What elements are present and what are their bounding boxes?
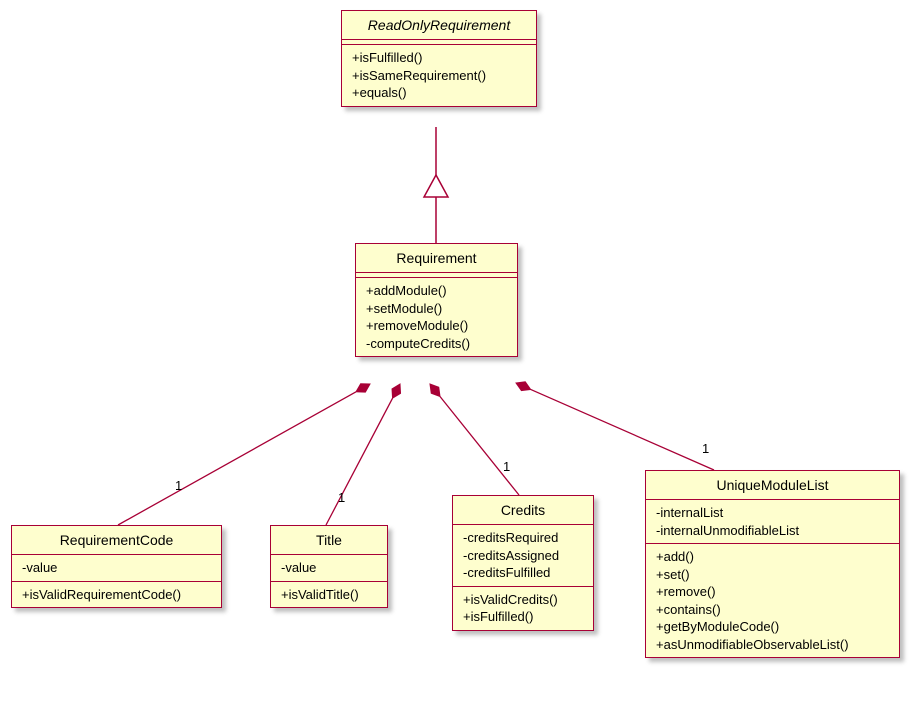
class-section: +addModule()+setModule()+removeModule()-… bbox=[356, 278, 517, 356]
class-section: -internalList-internalUnmodifiableList bbox=[646, 500, 899, 544]
class-member: +set() bbox=[656, 566, 889, 584]
class-member: +isValidTitle() bbox=[281, 586, 377, 604]
class-member: +remove() bbox=[656, 583, 889, 601]
class-name: Credits bbox=[453, 496, 593, 525]
class-section: +isValidTitle() bbox=[271, 582, 387, 608]
multiplicity-label: 1 bbox=[338, 490, 345, 505]
class-requirement: Requirement +addModule()+setModule()+remo… bbox=[355, 243, 518, 357]
class-member: +isFulfilled() bbox=[463, 608, 583, 626]
class-name: UniqueModuleList bbox=[646, 471, 899, 500]
class-member: +removeModule() bbox=[366, 317, 507, 335]
class-member: +isSameRequirement() bbox=[352, 67, 526, 85]
class-section: -value bbox=[271, 555, 387, 582]
class-member: -value bbox=[22, 559, 211, 577]
multiplicity-label: 1 bbox=[175, 478, 182, 493]
class-member: +equals() bbox=[352, 84, 526, 102]
class-credits: Credits-creditsRequired-creditsAssigned-… bbox=[452, 495, 594, 631]
class-member: +isValidRequirementCode() bbox=[22, 586, 211, 604]
class-requirementCode: RequirementCode -value +isValidRequirement… bbox=[11, 525, 222, 608]
class-member: -creditsAssigned bbox=[463, 547, 583, 565]
class-member: +add() bbox=[656, 548, 889, 566]
class-member: -creditsRequired bbox=[463, 529, 583, 547]
class-member: +isValidCredits() bbox=[463, 591, 583, 609]
class-title: Title -value +isValidTitle() bbox=[270, 525, 388, 608]
class-section: +add()+set()+remove()+contains()+getByMo… bbox=[646, 544, 899, 657]
class-readOnlyRequirement: ReadOnlyRequirement +isFulfilled()+isSame… bbox=[341, 10, 537, 107]
class-name: ReadOnlyRequirement bbox=[342, 11, 536, 40]
class-member: +getByModuleCode() bbox=[656, 618, 889, 636]
class-name: RequirementCode bbox=[12, 526, 221, 555]
class-member: +setModule() bbox=[366, 300, 507, 318]
class-uniqueModuleList: UniqueModuleList-internalList-internalUn… bbox=[645, 470, 900, 658]
class-section: -creditsRequired-creditsAssigned-credits… bbox=[453, 525, 593, 587]
class-section: +isValidCredits()+isFulfilled() bbox=[453, 587, 593, 630]
class-member: -internalUnmodifiableList bbox=[656, 522, 889, 540]
class-member: -value bbox=[281, 559, 377, 577]
class-section: +isValidRequirementCode() bbox=[12, 582, 221, 608]
multiplicity-label: 1 bbox=[503, 459, 510, 474]
class-section: -value bbox=[12, 555, 221, 582]
multiplicity-label: 1 bbox=[702, 441, 709, 456]
class-name: Requirement bbox=[356, 244, 517, 273]
class-member: -internalList bbox=[656, 504, 889, 522]
class-member: +asUnmodifiableObservableList() bbox=[656, 636, 889, 654]
class-member: -creditsFulfilled bbox=[463, 564, 583, 582]
class-name: Title bbox=[271, 526, 387, 555]
class-member: +contains() bbox=[656, 601, 889, 619]
class-member: +addModule() bbox=[366, 282, 507, 300]
class-member: +isFulfilled() bbox=[352, 49, 526, 67]
class-section: +isFulfilled()+isSameRequirement()+equal… bbox=[342, 45, 536, 106]
class-member: -computeCredits() bbox=[366, 335, 507, 353]
